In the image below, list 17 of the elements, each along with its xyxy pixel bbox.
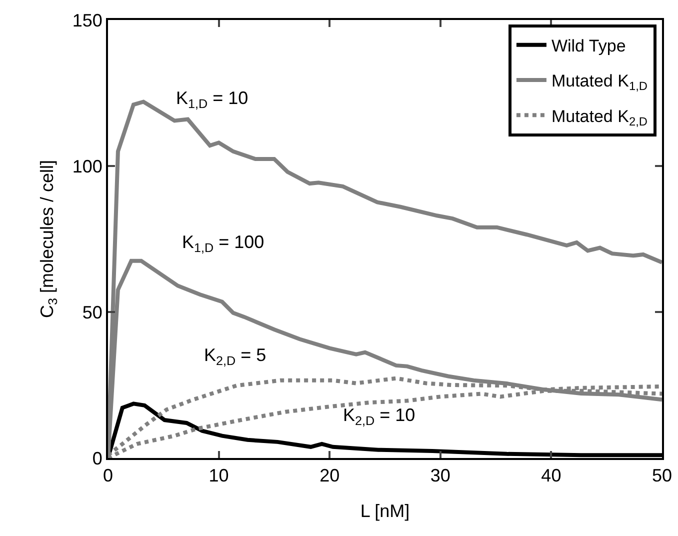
annotation: K$_{2,D}$ = 5 — [204, 345, 266, 368]
annotation: K$_{2,D}$ = 10 — [343, 405, 416, 428]
y-tick-label: 150 — [72, 10, 102, 30]
x-tick-label: 40 — [541, 466, 562, 486]
legend-label: Mutated K$_{2,D}$ — [551, 106, 648, 128]
x-tick-label: 50 — [652, 466, 672, 486]
annotation: K$_{1,D}$ = 10 — [176, 88, 248, 111]
x-tick-label: 20 — [320, 466, 340, 486]
x-tick-label: 10 — [208, 466, 229, 486]
x-axis-title: L [nM] — [360, 501, 410, 522]
y-tick-label: 0 — [92, 448, 102, 468]
annotation: K$_{1,D}$ = 100 — [182, 232, 264, 255]
y-tick-label: 100 — [72, 156, 102, 176]
y-tick-label: 50 — [82, 302, 102, 322]
legend-label: Mutated K$_{1,D}$ — [551, 72, 648, 94]
x-tick-label: 30 — [430, 466, 450, 486]
legend-label: Wild Type — [551, 36, 626, 56]
